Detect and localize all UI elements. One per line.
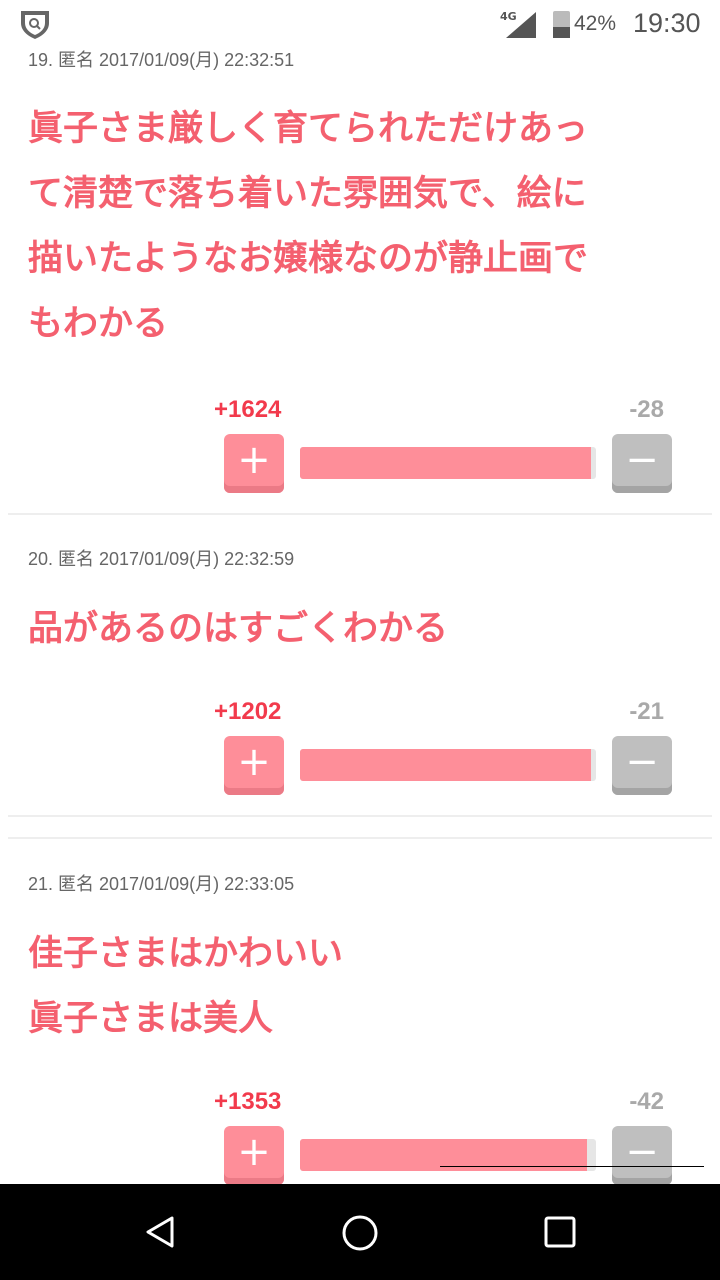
comment-body: 品があるのはすごくわかる: [28, 597, 688, 662]
battery-percent: 42%: [574, 12, 617, 35]
home-icon[interactable]: [341, 1214, 379, 1252]
minus-button[interactable]: −: [612, 736, 672, 795]
plus-button[interactable]: +: [224, 434, 284, 493]
vote-ratio-fill: [300, 447, 591, 479]
comment-line: 品があるのはすごくわかる: [28, 609, 449, 649]
signal-icon: [506, 12, 536, 38]
recents-icon[interactable]: [543, 1215, 577, 1249]
comment-line: 佳子さまはかわいい: [28, 934, 344, 974]
plus-count: +1624: [214, 396, 282, 423]
comment-line: 描いたようなお嬢様なのが静止画で: [28, 239, 589, 279]
comment-line: もわかる: [28, 304, 169, 344]
vote-ratio-fill: [300, 749, 591, 781]
vote-ratio-bar: [300, 749, 596, 781]
divider: [8, 815, 712, 817]
comment-meta: 20. 匿名 2017/01/09(月) 22:32:59: [28, 549, 295, 569]
comment-body: 眞子さま厳しく育てられただけあっ て清楚で落ち着いた雰囲気で、絵に 描いたような…: [28, 97, 688, 357]
minus-count: -21: [629, 698, 664, 725]
comment-body: 佳子さまはかわいい 眞子さまは美人: [28, 922, 688, 1052]
divider: [8, 837, 712, 839]
overlay-line: [440, 1166, 704, 1167]
vote-ratio-bar: [300, 447, 596, 479]
comment-meta: 21. 匿名 2017/01/09(月) 22:33:05: [28, 874, 295, 894]
vote-ratio-bar: [300, 1139, 596, 1171]
clock: 19:30: [633, 8, 701, 38]
battery-icon: [553, 11, 570, 38]
vote-ratio-fill: [300, 1139, 588, 1171]
comment-meta: 19. 匿名 2017/01/09(月) 22:32:51: [28, 50, 295, 70]
comment-line: 眞子さまは美人: [28, 999, 274, 1039]
minus-button[interactable]: −: [612, 434, 672, 493]
minus-count: -42: [629, 1088, 664, 1115]
plus-button[interactable]: +: [224, 736, 284, 795]
plus-button[interactable]: +: [224, 1126, 284, 1185]
navigation-bar: [0, 1184, 720, 1280]
status-bar: 4G 42% 19:30: [0, 0, 720, 46]
back-icon[interactable]: [142, 1214, 178, 1250]
divider: [8, 513, 712, 515]
minus-count: -28: [629, 396, 664, 423]
plus-count: +1353: [214, 1088, 282, 1115]
plus-count: +1202: [214, 698, 282, 725]
comment-line: て清楚で落ち着いた雰囲気で、絵に: [28, 174, 587, 214]
comment-line: 眞子さま厳しく育てられただけあっ: [28, 109, 589, 149]
shield-search-icon: [21, 11, 49, 39]
minus-button[interactable]: −: [612, 1126, 672, 1185]
